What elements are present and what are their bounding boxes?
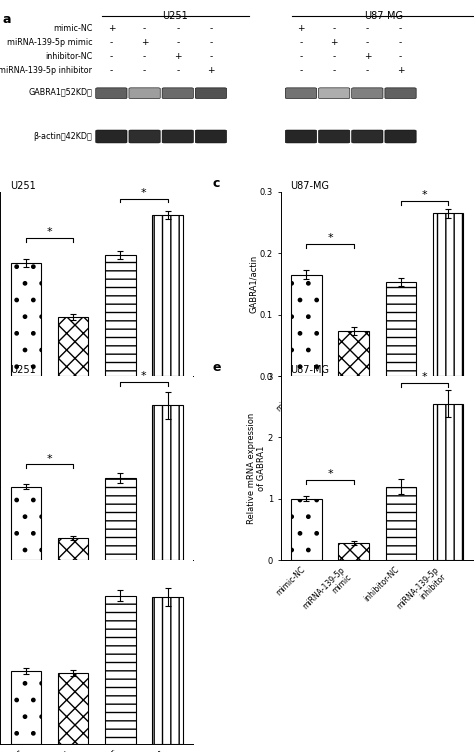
Text: *: * [327,233,333,243]
Text: -: - [110,65,113,74]
Y-axis label: GABRA1/actin: GABRA1/actin [249,255,258,313]
Text: +: + [207,65,215,74]
Text: GABRA1（52KD）: GABRA1（52KD） [28,88,92,97]
FancyBboxPatch shape [319,130,350,143]
Bar [385,487,416,560]
FancyBboxPatch shape [385,88,416,99]
Bar [58,317,89,376]
Text: U251: U251 [163,11,188,21]
Bar [152,597,183,744]
FancyBboxPatch shape [96,88,127,99]
Text: +: + [108,24,115,33]
Text: -: - [176,38,179,47]
FancyBboxPatch shape [129,88,160,99]
Bar [10,671,41,744]
FancyBboxPatch shape [319,88,350,99]
Text: -: - [300,38,302,47]
Text: -: - [143,24,146,33]
FancyBboxPatch shape [352,88,383,99]
Text: U251: U251 [9,181,36,191]
Bar [291,499,322,560]
Text: +: + [364,52,371,61]
Text: +: + [397,65,404,74]
FancyBboxPatch shape [285,88,317,99]
Text: *: * [422,190,427,200]
FancyBboxPatch shape [162,130,193,143]
Text: -: - [366,65,369,74]
Text: *: * [422,372,427,383]
Bar [58,538,89,560]
Text: -: - [333,24,336,33]
Bar [105,596,136,744]
Text: -: - [399,24,402,33]
Text: -: - [300,65,302,74]
FancyBboxPatch shape [195,130,227,143]
Text: *: * [141,371,147,381]
FancyBboxPatch shape [195,88,227,99]
Bar [385,282,416,376]
Y-axis label: Relative mRNA expression
of GABRA1: Relative mRNA expression of GABRA1 [247,413,266,523]
Text: *: * [327,469,333,480]
FancyBboxPatch shape [352,130,383,143]
FancyBboxPatch shape [162,88,193,99]
Text: -: - [333,65,336,74]
Text: U87-MG: U87-MG [365,11,403,21]
Text: -: - [110,38,113,47]
Text: -: - [333,52,336,61]
Text: +: + [297,24,305,33]
Text: U87-MG: U87-MG [290,365,329,375]
Text: -: - [399,38,402,47]
Bar [105,478,136,560]
Text: β-actin（42KD）: β-actin（42KD） [34,132,92,141]
Text: e: e [213,361,221,374]
Bar [58,673,89,744]
Text: -: - [210,24,212,33]
Text: U251: U251 [9,365,36,375]
Bar [433,214,464,376]
Text: mimic-NC: mimic-NC [53,24,92,33]
Text: -: - [143,65,146,74]
Text: c: c [213,177,220,190]
Bar [338,543,369,560]
Text: *: * [47,227,52,237]
Text: -: - [176,24,179,33]
Text: +: + [141,38,148,47]
Bar [338,331,369,376]
Text: -: - [399,52,402,61]
Text: miRNA-139-5p mimic: miRNA-139-5p mimic [7,38,92,47]
Text: -: - [210,38,212,47]
Text: miRNA-139-5p inhibitor: miRNA-139-5p inhibitor [0,65,92,74]
Bar [152,215,183,376]
Text: +: + [330,38,338,47]
Text: -: - [366,38,369,47]
Text: -: - [176,65,179,74]
Text: -: - [366,24,369,33]
Text: -: - [210,52,212,61]
Bar [152,405,183,560]
Text: a: a [2,13,11,26]
Text: -: - [300,52,302,61]
FancyBboxPatch shape [385,130,416,143]
Bar [291,274,322,376]
FancyBboxPatch shape [96,130,127,143]
FancyBboxPatch shape [285,130,317,143]
Text: inhibitor-NC: inhibitor-NC [45,52,92,61]
Text: -: - [143,52,146,61]
Text: *: * [141,188,147,198]
Bar [10,263,41,376]
Text: +: + [174,52,182,61]
Bar [105,255,136,376]
Bar [433,404,464,560]
Text: U87-MG: U87-MG [290,181,329,191]
FancyBboxPatch shape [129,130,160,143]
Text: *: * [47,453,52,463]
Bar [10,487,41,560]
Text: -: - [110,52,113,61]
